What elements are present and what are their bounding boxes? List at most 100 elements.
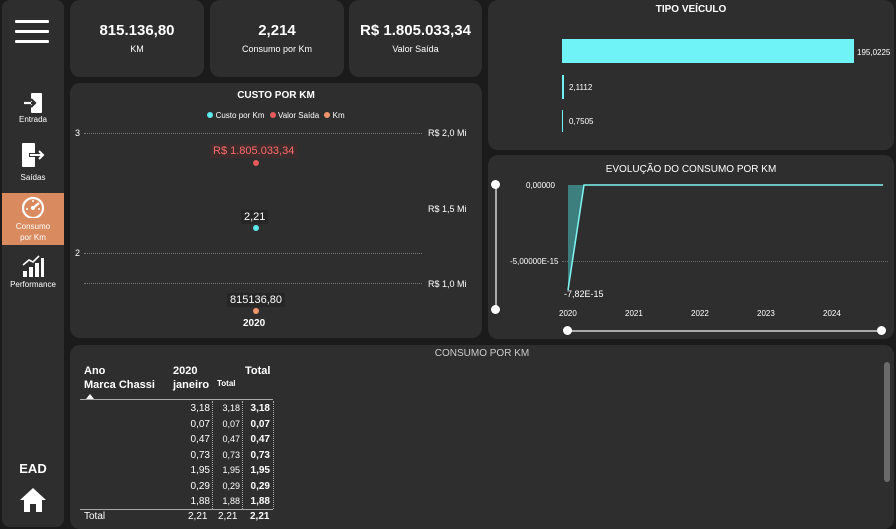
vertical-scrollbar[interactable] <box>884 362 890 482</box>
entrada-icon <box>24 93 42 113</box>
panel-title: CONSUMO POR KM <box>434 348 530 359</box>
y-tick-left: 2 <box>75 248 81 258</box>
data-label-custo: 2,21 <box>241 210 269 224</box>
gridline <box>84 253 422 254</box>
legend-item: Km <box>332 111 345 120</box>
kpi-card-valor-saida: R$ 1.805.033,34 Valor Saída <box>349 0 482 77</box>
kpi-caption: Valor Saída <box>392 44 439 54</box>
y-tick-left: 3 <box>75 128 81 138</box>
y-axis-slider-track[interactable] <box>495 185 497 310</box>
cell-month: 0,47 <box>190 434 210 445</box>
bar-1[interactable] <box>562 39 854 63</box>
cell-subtotal: 0,47 <box>222 434 240 444</box>
y-slider-handle-bottom[interactable] <box>491 305 500 314</box>
bar-2[interactable] <box>562 75 564 99</box>
cell-month: 0,29 <box>190 480 210 492</box>
y-slider-handle-top[interactable] <box>491 180 500 189</box>
cell-month: 1,88 <box>190 496 210 507</box>
cell-total: 0,07 <box>250 418 270 430</box>
total-divider <box>80 509 273 510</box>
legend-dot-valor <box>269 112 276 118</box>
table-row[interactable]: 1,88 1,88 1,88 <box>182 494 272 510</box>
table-row[interactable]: 1,95 1,95 1,95 <box>182 463 272 479</box>
point-custo[interactable] <box>253 225 259 231</box>
sidebar-item-label: Performance <box>10 280 56 289</box>
panel-title: EVOLUÇÃO DO CONSUMO POR KM <box>605 164 777 175</box>
cell-subtotal: 0,29 <box>222 480 240 491</box>
sort-arrow-icon[interactable] <box>86 394 94 399</box>
kpi-value: R$ 1.805.033,34 <box>360 22 471 39</box>
kpi-card-consumo: 2,214 Consumo por Km <box>210 0 344 77</box>
legend-dot-custo <box>207 112 214 118</box>
cell-month: 0,07 <box>190 418 210 430</box>
sidebar-item-consumo-por-km[interactable]: Consumo por Km <box>2 193 64 245</box>
y-tick-right: R$ 1,0 Mi <box>428 279 467 289</box>
x-slider-handle-right[interactable] <box>877 326 886 335</box>
legend-dot-km <box>324 112 331 118</box>
cell-subtotal: 1,95 <box>222 465 240 475</box>
cell-month: 0,73 <box>190 449 210 461</box>
matrix-values: 3,18 3,18 3,18 0,07 0,07 0,07 0,47 0,47 0,47 0,73… <box>182 401 272 510</box>
bar-chart-icon <box>22 255 44 277</box>
header-year: 2020 <box>173 365 198 377</box>
bar-3[interactable] <box>562 110 563 132</box>
cell-subtotal: 3,18 <box>222 403 240 413</box>
sidebar-item-entrada[interactable]: Entrada <box>2 92 64 130</box>
x-tick: 2024 <box>823 309 841 318</box>
y-tick-right: R$ 2,0 Mi <box>428 128 467 138</box>
x-slider-handle-left[interactable] <box>563 326 572 335</box>
evolucao-panel: EVOLUÇÃO DO CONSUMO POR KM 0,00000 -5,00… <box>488 155 894 339</box>
legend-item: Custo por Km <box>215 111 265 120</box>
point-label: -7,82E-15 <box>564 289 604 299</box>
table-row[interactable]: 0,73 0,73 0,73 <box>182 448 272 464</box>
data-label-valor-saida: R$ 1.805.033,34 <box>210 144 298 158</box>
kpi-value: 815.136,80 <box>99 22 175 39</box>
table-row[interactable]: 0,07 0,07 0,07 <box>182 417 272 433</box>
data-label-km: 815136,80 <box>227 293 285 307</box>
hamburger-menu-icon[interactable] <box>15 20 49 44</box>
sidebar-item-label: Consumo por Km <box>15 222 51 242</box>
cell-total: 0,29 <box>250 480 270 492</box>
gridline <box>84 283 422 284</box>
sidebar-item-label: Saídas <box>20 173 46 182</box>
header-month: janeiro <box>173 379 210 391</box>
sidebar-item-performance[interactable]: Performance <box>2 255 64 295</box>
kpi-caption: Consumo por Km <box>241 44 313 54</box>
panel-title: TIPO VEÍCULO <box>655 4 727 15</box>
legend-item: Valor Saída <box>277 111 320 120</box>
table-row[interactable]: 0,29 0,29 0,29 <box>182 479 272 495</box>
y-tick: -5,00000E-15 <box>510 257 559 266</box>
total-value: 2,21 <box>250 511 270 522</box>
y-tick-right: R$ 1,5 Mi <box>428 204 467 214</box>
x-axis-slider-track[interactable] <box>568 330 882 332</box>
brand-label: EAD <box>19 461 47 476</box>
data-label: 2,1112 <box>569 83 593 92</box>
saidas-icon <box>22 143 45 167</box>
y-tick: 0,00000 <box>526 181 555 190</box>
x-tick: 2023 <box>757 309 775 318</box>
cell-total: 0,73 <box>250 449 270 461</box>
sidebar-item-saidas[interactable]: Saídas <box>2 142 64 184</box>
gridline <box>84 133 422 134</box>
point-valor-saida[interactable] <box>253 160 259 166</box>
total-row-label: Total <box>84 511 106 522</box>
sidebar-item-label: Entrada <box>18 115 48 124</box>
tipo-veiculo-panel: TIPO VEÍCULO 195,0225 2,1112 0,7505 <box>488 0 894 150</box>
header-marca-chassi: Marca Chassi <box>84 379 155 391</box>
total-value: 2,21 <box>188 511 208 522</box>
header-subtotal: Total <box>217 379 236 388</box>
kpi-card-km: 815.136,80 KM <box>70 0 204 77</box>
area-line <box>567 184 883 291</box>
header-total: Total <box>245 365 271 377</box>
header-divider <box>80 399 273 400</box>
home-icon[interactable] <box>18 486 48 514</box>
panel-title: CUSTO POR KM <box>237 90 315 101</box>
x-tick: 2020 <box>559 309 577 318</box>
table-row[interactable]: 0,47 0,47 0,47 <box>182 432 272 448</box>
point-km[interactable] <box>253 308 259 314</box>
header-ano: Ano <box>84 365 106 377</box>
x-tick: 2022 <box>691 309 709 318</box>
kpi-value: 2,214 <box>258 22 296 39</box>
x-tick: 2020 <box>243 318 266 329</box>
table-row[interactable]: 3,18 3,18 3,18 <box>182 401 272 417</box>
